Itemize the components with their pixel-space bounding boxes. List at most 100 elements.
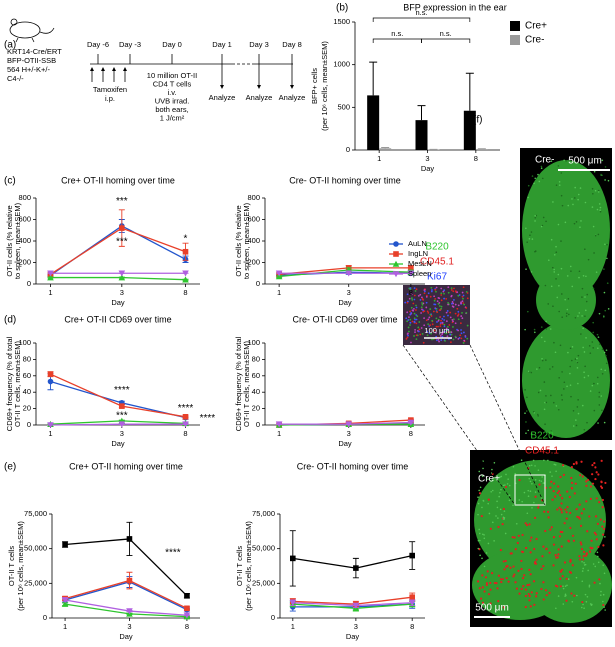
speckle — [541, 358, 543, 360]
speckle — [534, 479, 537, 481]
speckle — [558, 376, 560, 379]
speckle — [451, 301, 454, 303]
speckle — [531, 238, 534, 240]
speckle — [481, 533, 484, 536]
speckle — [530, 464, 533, 467]
speckle — [584, 315, 586, 317]
speckle — [445, 320, 448, 323]
stain-label: CD45.1 — [420, 257, 454, 268]
speckle — [584, 365, 586, 368]
speckle — [496, 587, 499, 590]
speckle — [587, 374, 590, 377]
day-label: Day 0 — [162, 40, 182, 49]
speckle — [483, 590, 486, 593]
y-tick-label: 400 — [247, 236, 260, 245]
speckle — [594, 189, 597, 192]
speckle — [540, 167, 543, 169]
speckle — [451, 305, 454, 308]
y-tick-label: 0 — [346, 145, 350, 154]
speckle — [562, 587, 565, 590]
series-line — [50, 276, 186, 281]
speckle — [557, 595, 560, 597]
speckle — [404, 301, 407, 304]
speckle — [481, 474, 483, 476]
x-tick-label: 8 — [183, 429, 187, 438]
speckle — [491, 489, 494, 492]
speckle — [601, 505, 604, 509]
speckle — [575, 221, 578, 223]
arrow-head — [112, 67, 116, 71]
speckle — [478, 492, 482, 495]
speckle — [512, 504, 514, 507]
speckle — [419, 293, 422, 296]
speckle — [563, 561, 567, 564]
speckle — [597, 555, 599, 558]
speckle — [533, 547, 536, 551]
speckle — [528, 477, 531, 480]
speckle — [581, 570, 584, 572]
speckle — [530, 231, 533, 233]
scale-label: 500 μm — [475, 603, 509, 614]
speckle — [555, 278, 557, 280]
speckle — [558, 310, 560, 313]
analyze-label: Analyze — [246, 93, 273, 102]
speckle — [596, 333, 599, 336]
speckle — [544, 401, 546, 404]
speckle — [566, 275, 569, 277]
speckle — [524, 412, 526, 415]
speckle — [562, 603, 565, 605]
speckle — [421, 302, 423, 304]
marker — [408, 265, 414, 271]
speckle — [599, 485, 603, 488]
speckle — [483, 537, 486, 540]
speckle — [450, 331, 453, 334]
speckle — [441, 332, 444, 335]
speckle — [459, 334, 462, 337]
speckle — [561, 316, 564, 319]
speckle — [544, 284, 547, 287]
speckle — [564, 508, 567, 511]
speckle — [438, 297, 441, 300]
speckle — [543, 482, 545, 484]
speckle — [413, 335, 415, 337]
x-tick-label: 8 — [474, 154, 478, 163]
speckle — [593, 581, 596, 584]
speckle — [569, 526, 572, 530]
speckle — [415, 288, 418, 291]
speckle — [454, 303, 457, 306]
speckle — [580, 220, 582, 222]
marker — [408, 599, 416, 607]
speckle — [588, 584, 591, 587]
y-tick-label: 200 — [247, 257, 260, 266]
speckle — [561, 568, 564, 571]
speckle — [521, 533, 524, 537]
speckle — [415, 309, 417, 311]
speckle — [533, 501, 535, 504]
speckle — [456, 314, 459, 317]
speckle — [427, 323, 430, 326]
speckle — [510, 552, 513, 555]
y-tick-label: 0 — [27, 420, 31, 429]
speckle — [561, 530, 564, 534]
speckle — [493, 540, 495, 542]
x-axis-label: Day — [111, 439, 125, 448]
speckle — [591, 473, 594, 476]
speckle — [555, 184, 558, 186]
speckle — [483, 534, 485, 536]
speckle — [520, 587, 523, 591]
speckle — [542, 598, 545, 601]
speckle — [414, 318, 416, 321]
speckle — [420, 327, 423, 329]
speckle — [515, 522, 518, 525]
speckle — [561, 399, 564, 401]
y-tick-label: 100 — [18, 338, 31, 347]
speckle — [549, 528, 552, 531]
speckle — [534, 560, 537, 564]
speckle — [537, 506, 540, 509]
speckle — [550, 160, 553, 162]
tissue — [522, 160, 610, 300]
speckle — [554, 553, 557, 557]
speckle — [561, 464, 565, 467]
speckle — [410, 306, 413, 309]
speckle — [410, 297, 413, 300]
